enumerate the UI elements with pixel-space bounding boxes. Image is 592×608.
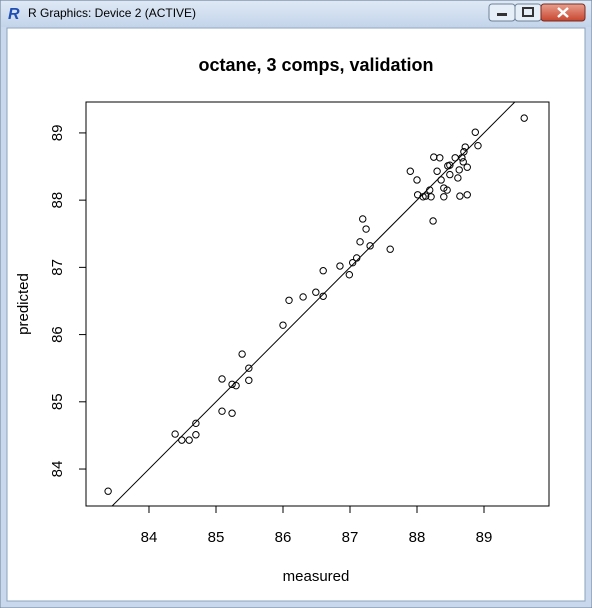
y-tick-label: 89 xyxy=(49,125,66,142)
maximize-button[interactable] xyxy=(514,3,542,22)
point xyxy=(406,167,415,175)
point xyxy=(463,163,471,171)
x-tick-label: 87 xyxy=(342,529,359,546)
client-area xyxy=(6,27,586,602)
x-tick-label: 86 xyxy=(275,529,292,546)
point xyxy=(245,376,253,384)
point xyxy=(218,407,226,415)
point xyxy=(192,431,200,439)
point xyxy=(461,143,469,151)
reference-line xyxy=(111,102,516,506)
point xyxy=(218,375,226,383)
point xyxy=(366,242,374,250)
point xyxy=(356,238,364,246)
point xyxy=(427,193,435,201)
point xyxy=(285,296,293,305)
point xyxy=(437,176,445,184)
y-axis-label: predicted xyxy=(15,273,32,335)
x-axis-label: measured xyxy=(283,568,350,585)
plot-content xyxy=(104,102,528,506)
window-title: R Graphics: Device 2 (ACTIVE) xyxy=(28,6,196,20)
point xyxy=(422,192,430,200)
point xyxy=(446,170,454,179)
point xyxy=(352,254,361,262)
point xyxy=(463,191,471,199)
point xyxy=(362,225,370,233)
r-icon: R xyxy=(8,6,20,23)
point xyxy=(471,128,479,136)
point xyxy=(433,167,441,175)
point xyxy=(413,176,421,184)
point xyxy=(455,166,463,174)
point xyxy=(446,161,454,169)
point xyxy=(345,271,354,279)
point xyxy=(245,364,253,372)
point xyxy=(299,293,307,301)
point xyxy=(474,141,482,150)
point xyxy=(312,288,320,296)
point xyxy=(178,436,186,444)
point xyxy=(228,409,236,417)
chart-title: octane, 3 comps, validation xyxy=(198,55,433,75)
x-tick-label: 88 xyxy=(409,529,426,546)
point xyxy=(520,114,528,122)
point xyxy=(228,380,236,389)
point xyxy=(336,262,344,270)
y-tick-label: 86 xyxy=(49,326,66,343)
point xyxy=(359,215,367,223)
point xyxy=(185,436,193,444)
point xyxy=(440,193,448,201)
minimize-button[interactable] xyxy=(488,3,516,22)
close-button[interactable] xyxy=(540,3,586,22)
y-tick-label: 88 xyxy=(49,192,66,209)
point xyxy=(238,350,246,358)
point xyxy=(232,381,240,390)
point xyxy=(456,192,464,200)
point xyxy=(443,186,451,194)
x-tick-label: 85 xyxy=(208,529,225,546)
point xyxy=(429,217,437,225)
point xyxy=(192,419,200,428)
point xyxy=(454,174,462,182)
point xyxy=(171,430,179,438)
x-tick-label: 84 xyxy=(141,529,158,546)
point xyxy=(319,292,327,300)
y-tick-label: 85 xyxy=(49,393,66,410)
point xyxy=(460,148,468,156)
point xyxy=(104,487,112,495)
y-tick-label: 84 xyxy=(49,461,66,478)
point xyxy=(426,186,434,194)
y-tick-label: 87 xyxy=(49,259,66,276)
point xyxy=(436,154,444,162)
point xyxy=(348,258,357,267)
point xyxy=(459,158,467,166)
plot-frame xyxy=(85,101,550,507)
point xyxy=(386,245,394,253)
point xyxy=(279,321,287,329)
x-tick-label: 89 xyxy=(476,529,493,546)
point xyxy=(319,267,327,275)
